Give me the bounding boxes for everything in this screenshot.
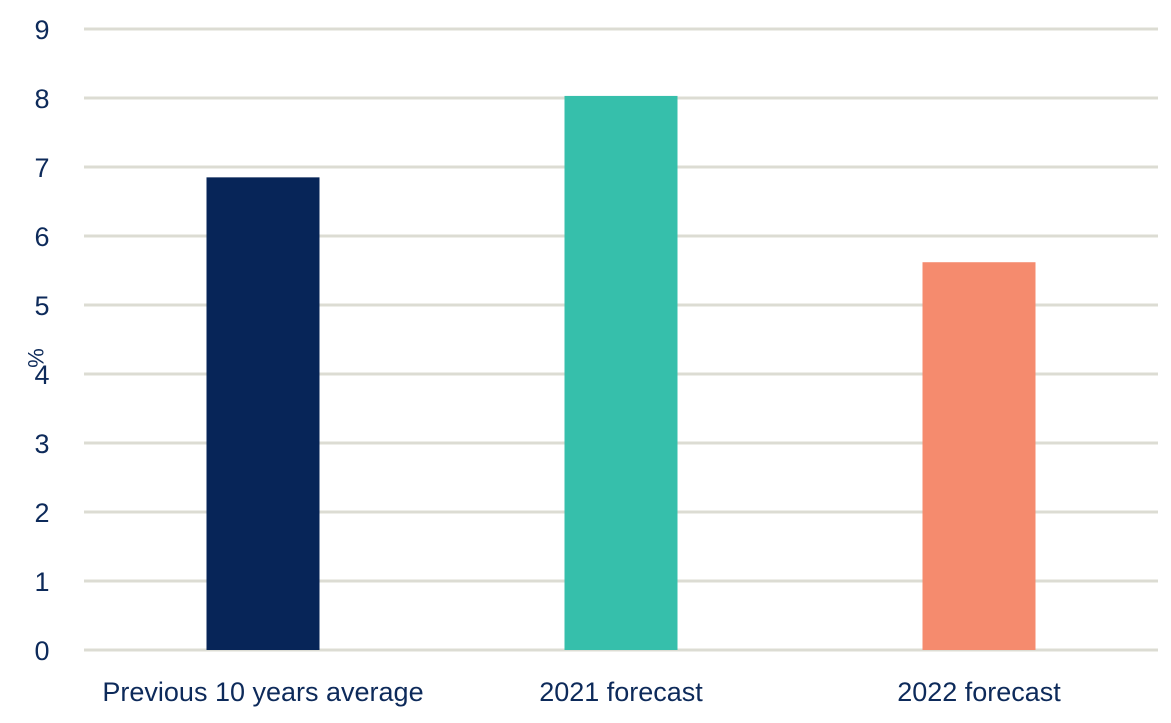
y-tick-label: 7 xyxy=(34,153,49,183)
x-axis-ticks: Previous 10 years average 2021 forecast 20… xyxy=(102,677,1061,707)
y-tick-label: 9 xyxy=(34,15,49,45)
y-tick-label: 3 xyxy=(34,429,49,459)
x-tick-label: Previous 10 years average xyxy=(102,677,423,707)
y-tick-label: 1 xyxy=(34,567,49,597)
y-tick-label: 0 xyxy=(34,636,49,666)
y-tick-label: 5 xyxy=(34,291,49,321)
x-tick-label: 2022 forecast xyxy=(897,677,1061,707)
bar-2 xyxy=(564,95,678,651)
y-tick-label: 2 xyxy=(34,498,49,528)
y-axis-label: % xyxy=(23,348,48,368)
y-tick-label: 8 xyxy=(34,84,49,114)
y-axis-ticks: 0 1 2 3 4 5 6 7 8 9 xyxy=(34,15,49,666)
y-tick-label: 4 xyxy=(34,360,49,390)
bar-1 xyxy=(206,177,320,650)
y-tick-label: 6 xyxy=(34,222,49,252)
x-tick-label: 2021 forecast xyxy=(539,677,703,707)
bars xyxy=(206,95,1036,651)
bar-3 xyxy=(922,262,1036,650)
